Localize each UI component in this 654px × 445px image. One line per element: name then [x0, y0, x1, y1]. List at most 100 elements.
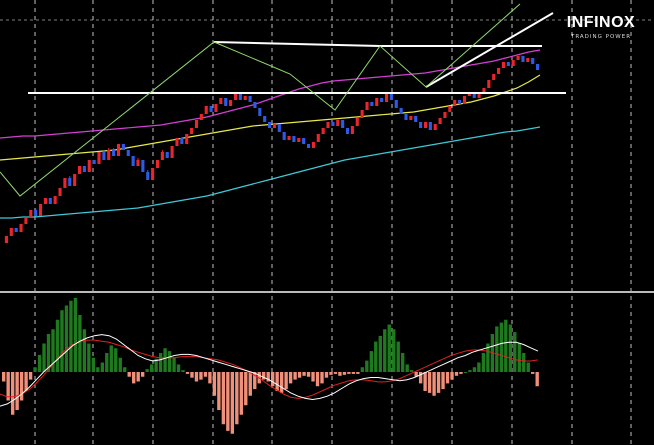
- candle-body: [146, 172, 150, 180]
- macd-histogram-bar: [472, 367, 477, 372]
- candle-body: [180, 138, 184, 144]
- macd-histogram-bar: [91, 357, 96, 372]
- macd-histogram-bar: [163, 348, 167, 372]
- candle-body: [9, 228, 13, 236]
- candle-body: [404, 114, 408, 120]
- candle-body: [160, 152, 164, 160]
- macd-histogram-bar: [445, 372, 450, 384]
- candle-body: [482, 88, 486, 92]
- candle-body: [24, 218, 28, 224]
- candle-body: [531, 58, 535, 64]
- macd-histogram-bar: [374, 341, 378, 372]
- candle-body: [360, 110, 364, 118]
- candle-body: [126, 150, 130, 156]
- candle-body: [204, 106, 208, 114]
- macd-histogram-bar: [436, 372, 441, 393]
- candle-body: [238, 94, 242, 100]
- candle-body: [521, 56, 525, 62]
- macd-histogram-bar: [217, 372, 221, 410]
- candle-body: [19, 224, 23, 232]
- macd-histogram-bar: [123, 367, 127, 372]
- macd-histogram-bar: [42, 343, 46, 372]
- rising-trendline: [425, 12, 554, 88]
- macd-histogram-bar: [423, 372, 427, 391]
- candle-body: [428, 122, 432, 130]
- macd-histogram-bar: [262, 372, 266, 380]
- macd-histogram-bar: [208, 372, 212, 384]
- candle-body: [326, 122, 330, 128]
- macd-histogram-bar: [414, 372, 418, 377]
- candle-body: [487, 80, 491, 88]
- macd-histogram-bar: [320, 372, 324, 384]
- macd-histogram-bar: [275, 372, 279, 391]
- macd-histogram-bar: [158, 353, 163, 372]
- macd-histogram-bar: [365, 360, 369, 372]
- candle-body: [492, 74, 496, 80]
- macd-histogram-bar: [28, 372, 33, 380]
- candle-body: [331, 122, 335, 126]
- candle-body: [423, 122, 428, 128]
- macd-histogram-bar: [522, 353, 526, 372]
- macd-histogram-bar: [306, 372, 311, 377]
- macd-histogram-bar: [338, 372, 342, 376]
- macd-histogram-bar: [351, 372, 356, 374]
- candle-body: [34, 210, 38, 216]
- candle-body: [516, 56, 520, 60]
- candle-body: [282, 132, 286, 140]
- candle-body: [121, 144, 125, 150]
- macd-histogram-bar: [185, 372, 190, 374]
- macd-histogram-bar: [51, 329, 55, 372]
- macd-histogram-bar: [190, 372, 194, 378]
- candle-body: [224, 98, 228, 106]
- macd-histogram-bar: [167, 351, 172, 372]
- candle-body: [209, 106, 213, 112]
- candle-body: [185, 134, 189, 144]
- ma-fast-line: [0, 49, 541, 139]
- macd-histogram-bar: [253, 372, 257, 390]
- candle-body: [92, 160, 96, 164]
- candle-body: [384, 94, 389, 102]
- candle-body: [306, 144, 311, 148]
- macd-histogram-bar: [392, 329, 396, 372]
- macd-histogram-bar: [441, 372, 445, 390]
- macd-histogram-bar: [24, 372, 28, 391]
- candle-body: [311, 142, 315, 148]
- macd-histogram-bar: [450, 372, 454, 380]
- candle-body: [389, 94, 393, 100]
- macd-histogram-bar: [149, 364, 154, 372]
- macd-histogram-bar: [181, 370, 185, 372]
- candle-body: [443, 112, 447, 118]
- candle-body: [277, 124, 281, 132]
- macd-histogram-bar: [73, 297, 78, 372]
- macd-histogram-bar: [266, 372, 270, 382]
- candle-body: [448, 106, 452, 112]
- candle-body: [175, 138, 179, 146]
- macd-histogram-bar: [329, 372, 333, 375]
- macd-histogram-bar: [486, 343, 490, 372]
- macd-histogram-bar: [495, 326, 499, 372]
- candle-body: [107, 150, 111, 160]
- candle-body: [165, 152, 169, 158]
- macd-histogram-bar: [396, 341, 400, 372]
- candle-body: [48, 198, 52, 204]
- candle-body: [272, 124, 276, 128]
- macd-histogram-bar: [311, 372, 315, 382]
- candle-body: [63, 178, 67, 188]
- brand-name: INFINOX: [566, 14, 636, 31]
- candle-body: [14, 228, 18, 232]
- macd-histogram-bar: [342, 372, 347, 375]
- candle-body: [341, 120, 345, 128]
- macd-histogram-bar: [360, 367, 365, 372]
- candle-body: [536, 64, 540, 70]
- macd-histogram-bar: [55, 319, 60, 372]
- candle-body: [102, 152, 106, 160]
- candle-body: [43, 198, 47, 204]
- macd-histogram-bar: [87, 343, 91, 372]
- macd-histogram-bar: [100, 362, 104, 372]
- candle-body: [438, 118, 442, 124]
- macd-histogram-bar: [172, 357, 176, 372]
- macd-histogram-bar: [6, 372, 10, 401]
- candle-body: [199, 114, 203, 120]
- candle-body: [53, 196, 57, 204]
